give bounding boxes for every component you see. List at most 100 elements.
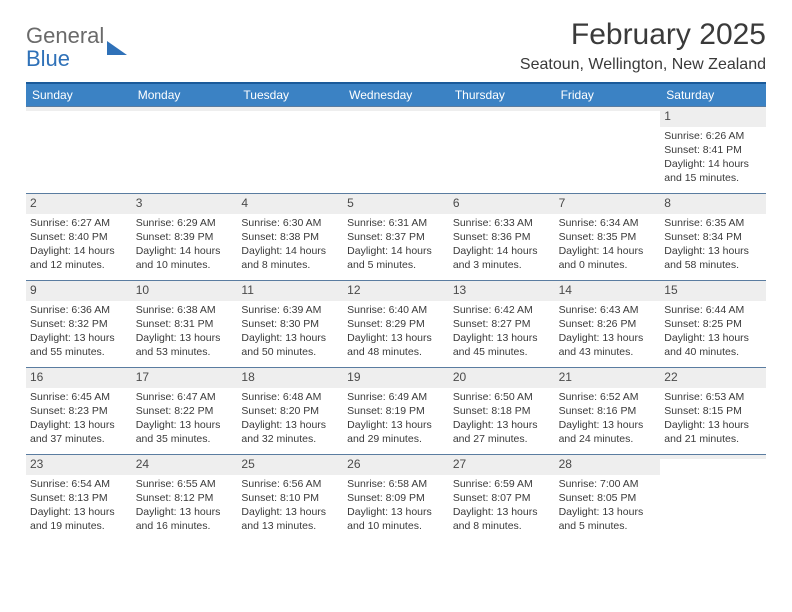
- day-data: Sunrise: 6:27 AMSunset: 8:40 PMDaylight:…: [26, 214, 132, 277]
- day-cell: 3Sunrise: 6:29 AMSunset: 8:39 PMDaylight…: [132, 194, 238, 280]
- day-number: 24: [132, 455, 238, 475]
- sunrise-text: Sunrise: 6:59 AM: [453, 477, 551, 491]
- day-cell: 14Sunrise: 6:43 AMSunset: 8:26 PMDayligh…: [555, 281, 661, 367]
- day-data: Sunrise: 6:33 AMSunset: 8:36 PMDaylight:…: [449, 214, 555, 277]
- daylight-text: Daylight: 14 hours and 8 minutes.: [241, 244, 339, 272]
- day-cell: 26Sunrise: 6:58 AMSunset: 8:09 PMDayligh…: [343, 455, 449, 541]
- day-number: 2: [26, 194, 132, 214]
- day-cell: 13Sunrise: 6:42 AMSunset: 8:27 PMDayligh…: [449, 281, 555, 367]
- day-data: Sunrise: 6:59 AMSunset: 8:07 PMDaylight:…: [449, 475, 555, 538]
- sunrise-text: Sunrise: 6:55 AM: [136, 477, 234, 491]
- daylight-text: Daylight: 13 hours and 58 minutes.: [664, 244, 762, 272]
- sunset-text: Sunset: 8:26 PM: [559, 317, 657, 331]
- dow-cell: Wednesday: [343, 84, 449, 106]
- sunset-text: Sunset: 8:10 PM: [241, 491, 339, 505]
- sunrise-text: Sunrise: 6:45 AM: [30, 390, 128, 404]
- day-data: Sunrise: 6:36 AMSunset: 8:32 PMDaylight:…: [26, 301, 132, 364]
- day-cell: [26, 107, 132, 193]
- day-number: 8: [660, 194, 766, 214]
- day-cell: 24Sunrise: 6:55 AMSunset: 8:12 PMDayligh…: [132, 455, 238, 541]
- day-number: 21: [555, 368, 661, 388]
- day-cell: [660, 455, 766, 541]
- daylight-text: Daylight: 14 hours and 0 minutes.: [559, 244, 657, 272]
- day-number: 6: [449, 194, 555, 214]
- day-cell: 1Sunrise: 6:26 AMSunset: 8:41 PMDaylight…: [660, 107, 766, 193]
- sunset-text: Sunset: 8:20 PM: [241, 404, 339, 418]
- day-number: [660, 455, 766, 459]
- sunset-text: Sunset: 8:27 PM: [453, 317, 551, 331]
- week-row: 23Sunrise: 6:54 AMSunset: 8:13 PMDayligh…: [26, 454, 766, 541]
- sunrise-text: Sunrise: 6:27 AM: [30, 216, 128, 230]
- day-data: Sunrise: 6:31 AMSunset: 8:37 PMDaylight:…: [343, 214, 449, 277]
- day-cell: [237, 107, 343, 193]
- day-cell: 17Sunrise: 6:47 AMSunset: 8:22 PMDayligh…: [132, 368, 238, 454]
- dow-cell: Saturday: [660, 84, 766, 106]
- sunset-text: Sunset: 8:37 PM: [347, 230, 445, 244]
- sunset-text: Sunset: 8:09 PM: [347, 491, 445, 505]
- sunset-text: Sunset: 8:05 PM: [559, 491, 657, 505]
- day-cell: 10Sunrise: 6:38 AMSunset: 8:31 PMDayligh…: [132, 281, 238, 367]
- day-cell: [555, 107, 661, 193]
- page-header: General Blue February 2025 Seatoun, Well…: [26, 18, 766, 74]
- day-number: 28: [555, 455, 661, 475]
- daylight-text: Daylight: 13 hours and 10 minutes.: [347, 505, 445, 533]
- sunrise-text: Sunrise: 6:40 AM: [347, 303, 445, 317]
- daylight-text: Daylight: 13 hours and 13 minutes.: [241, 505, 339, 533]
- day-number: 1: [660, 107, 766, 127]
- weeks-container: 1Sunrise: 6:26 AMSunset: 8:41 PMDaylight…: [26, 106, 766, 541]
- day-cell: 9Sunrise: 6:36 AMSunset: 8:32 PMDaylight…: [26, 281, 132, 367]
- sunrise-text: Sunrise: 6:42 AM: [453, 303, 551, 317]
- day-cell: 18Sunrise: 6:48 AMSunset: 8:20 PMDayligh…: [237, 368, 343, 454]
- day-data: Sunrise: 6:26 AMSunset: 8:41 PMDaylight:…: [660, 127, 766, 190]
- daylight-text: Daylight: 13 hours and 53 minutes.: [136, 331, 234, 359]
- day-cell: 23Sunrise: 6:54 AMSunset: 8:13 PMDayligh…: [26, 455, 132, 541]
- calendar-grid: Sunday Monday Tuesday Wednesday Thursday…: [26, 82, 766, 541]
- sunrise-text: Sunrise: 6:50 AM: [453, 390, 551, 404]
- day-data: Sunrise: 6:45 AMSunset: 8:23 PMDaylight:…: [26, 388, 132, 451]
- day-number: 5: [343, 194, 449, 214]
- daylight-text: Daylight: 13 hours and 45 minutes.: [453, 331, 551, 359]
- day-cell: 4Sunrise: 6:30 AMSunset: 8:38 PMDaylight…: [237, 194, 343, 280]
- sunset-text: Sunset: 8:30 PM: [241, 317, 339, 331]
- day-cell: [343, 107, 449, 193]
- day-number: 17: [132, 368, 238, 388]
- dow-cell: Sunday: [26, 84, 132, 106]
- daylight-text: Daylight: 13 hours and 29 minutes.: [347, 418, 445, 446]
- day-number: 22: [660, 368, 766, 388]
- day-data: Sunrise: 6:56 AMSunset: 8:10 PMDaylight:…: [237, 475, 343, 538]
- day-number: [343, 107, 449, 111]
- day-data: Sunrise: 6:42 AMSunset: 8:27 PMDaylight:…: [449, 301, 555, 364]
- day-number: 14: [555, 281, 661, 301]
- day-number: [132, 107, 238, 111]
- sunrise-text: Sunrise: 6:53 AM: [664, 390, 762, 404]
- sunset-text: Sunset: 8:19 PM: [347, 404, 445, 418]
- day-data: Sunrise: 6:49 AMSunset: 8:19 PMDaylight:…: [343, 388, 449, 451]
- day-data: Sunrise: 6:54 AMSunset: 8:13 PMDaylight:…: [26, 475, 132, 538]
- sunrise-text: Sunrise: 7:00 AM: [559, 477, 657, 491]
- day-number: 27: [449, 455, 555, 475]
- logo-triangle-icon: [107, 41, 127, 55]
- day-cell: 2Sunrise: 6:27 AMSunset: 8:40 PMDaylight…: [26, 194, 132, 280]
- day-number: 13: [449, 281, 555, 301]
- sunset-text: Sunset: 8:35 PM: [559, 230, 657, 244]
- day-cell: [132, 107, 238, 193]
- sunset-text: Sunset: 8:39 PM: [136, 230, 234, 244]
- daylight-text: Daylight: 14 hours and 12 minutes.: [30, 244, 128, 272]
- sunrise-text: Sunrise: 6:48 AM: [241, 390, 339, 404]
- daylight-text: Daylight: 13 hours and 5 minutes.: [559, 505, 657, 533]
- day-cell: [449, 107, 555, 193]
- sunset-text: Sunset: 8:41 PM: [664, 143, 762, 157]
- sunrise-text: Sunrise: 6:31 AM: [347, 216, 445, 230]
- sunrise-text: Sunrise: 6:39 AM: [241, 303, 339, 317]
- dow-cell: Thursday: [449, 84, 555, 106]
- title-month: February 2025: [520, 18, 766, 52]
- sunset-text: Sunset: 8:36 PM: [453, 230, 551, 244]
- week-row: 2Sunrise: 6:27 AMSunset: 8:40 PMDaylight…: [26, 193, 766, 280]
- day-cell: 8Sunrise: 6:35 AMSunset: 8:34 PMDaylight…: [660, 194, 766, 280]
- day-cell: 7Sunrise: 6:34 AMSunset: 8:35 PMDaylight…: [555, 194, 661, 280]
- sunset-text: Sunset: 8:16 PM: [559, 404, 657, 418]
- sunrise-text: Sunrise: 6:47 AM: [136, 390, 234, 404]
- day-data: Sunrise: 6:48 AMSunset: 8:20 PMDaylight:…: [237, 388, 343, 451]
- week-row: 1Sunrise: 6:26 AMSunset: 8:41 PMDaylight…: [26, 106, 766, 193]
- sunrise-text: Sunrise: 6:33 AM: [453, 216, 551, 230]
